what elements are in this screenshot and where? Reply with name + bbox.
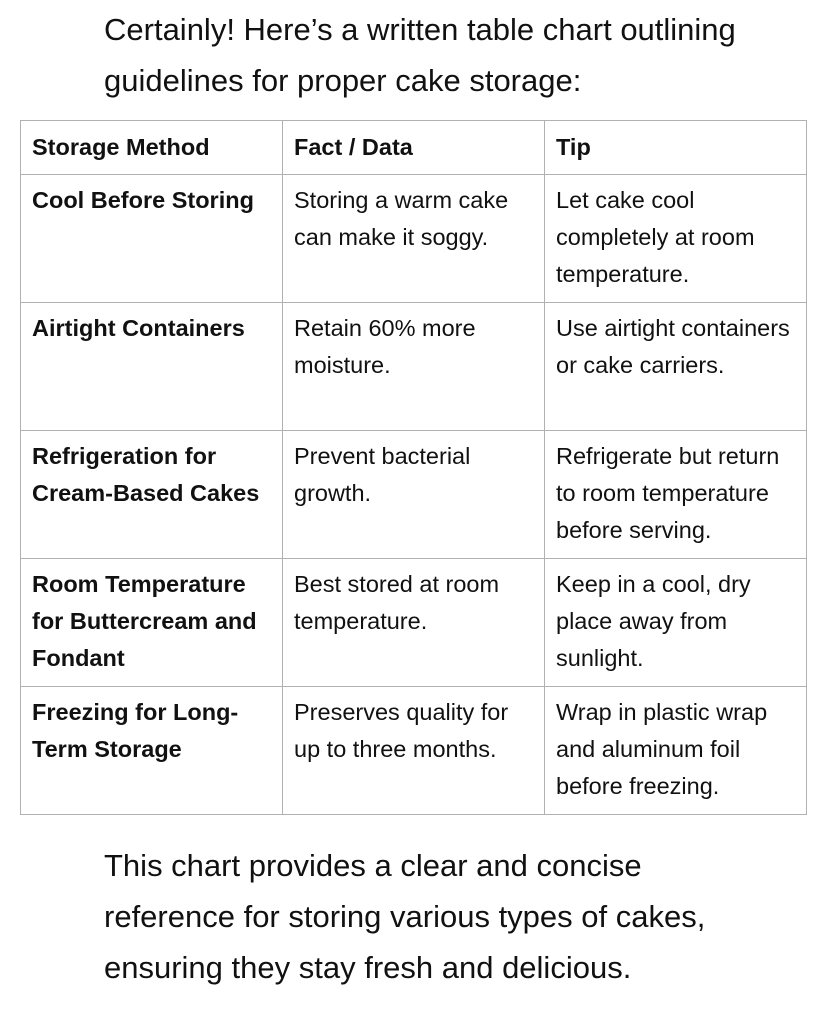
cell-tip: Keep in a cool, dry place away from sunl… xyxy=(544,558,807,687)
table-row: Room Temperature for Buttercream and Fon… xyxy=(20,558,807,687)
column-header-tip: Tip xyxy=(544,120,807,175)
table-row: Refrigeration for Cream-Based Cakes Prev… xyxy=(20,430,807,559)
cell-tip: Wrap in plastic wrap and aluminum foil b… xyxy=(544,686,807,815)
cell-fact-data: Best stored at room temperature. xyxy=(282,558,545,687)
cell-fact-data: Preserves quality for up to three months… xyxy=(282,686,545,815)
cell-fact-data: Storing a warm cake can make it soggy. xyxy=(282,174,545,303)
cell-fact-data: Retain 60% more moisture. xyxy=(282,302,545,431)
intro-paragraph: Certainly! Here’s a written table chart … xyxy=(104,12,736,98)
cell-storage-method: Airtight Containers xyxy=(20,302,283,431)
table-row: Cool Before Storing Storing a warm cake … xyxy=(20,174,807,303)
cake-storage-table: Storage Method Fact / Data Tip Cool Befo… xyxy=(20,120,807,815)
cell-tip: Let cake cool completely at room tempera… xyxy=(544,174,807,303)
cell-storage-method: Refrigeration for Cream-Based Cakes xyxy=(20,430,283,559)
cell-storage-method: Freezing for Long-Term Storage xyxy=(20,686,283,815)
table-header-row: Storage Method Fact / Data Tip xyxy=(20,120,807,175)
column-header-fact-data: Fact / Data xyxy=(282,120,545,175)
table-row: Airtight Containers Retain 60% more mois… xyxy=(20,302,807,431)
outro-paragraph: This chart provides a clear and concise … xyxy=(104,848,706,985)
column-header-storage-method: Storage Method xyxy=(20,120,283,175)
cell-storage-method: Room Temperature for Buttercream and Fon… xyxy=(20,558,283,687)
table-row: Freezing for Long-Term Storage Preserves… xyxy=(20,686,807,815)
cell-fact-data: Prevent bacterial growth. xyxy=(282,430,545,559)
cell-tip: Refrigerate but return to room temperatu… xyxy=(544,430,807,559)
cell-tip: Use airtight containers or cake carriers… xyxy=(544,302,807,431)
cell-storage-method: Cool Before Storing xyxy=(20,174,283,303)
assistant-message: Certainly! Here’s a written table chart … xyxy=(20,12,807,985)
